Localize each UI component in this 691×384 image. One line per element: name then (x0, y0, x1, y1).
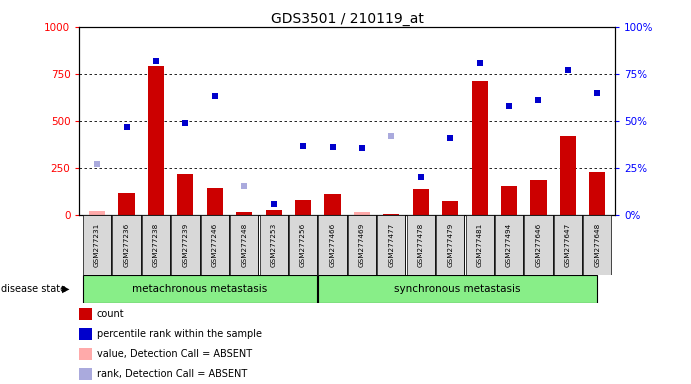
Text: GSM277256: GSM277256 (300, 223, 306, 267)
Bar (113, 215, 141, 275)
Bar (354, 212, 370, 215)
Text: GSM277494: GSM277494 (506, 223, 512, 267)
Bar (413, 189, 429, 215)
Bar (148, 66, 164, 215)
Bar (295, 200, 311, 215)
Text: rank, Detection Call = ABSENT: rank, Detection Call = ABSENT (97, 369, 247, 379)
Title: GDS3501 / 210119_at: GDS3501 / 210119_at (271, 12, 424, 26)
Text: metachronous metastasis: metachronous metastasis (133, 284, 267, 294)
Text: GSM277248: GSM277248 (241, 223, 247, 267)
Text: GSM277481: GSM277481 (477, 223, 482, 267)
Bar (83, 215, 111, 275)
Bar (553, 215, 582, 275)
Bar (348, 215, 376, 275)
Text: GSM277478: GSM277478 (418, 223, 424, 267)
Bar (260, 215, 287, 275)
Bar (407, 215, 435, 275)
Bar (442, 201, 458, 215)
Bar (200, 215, 229, 275)
Bar (236, 212, 252, 215)
Bar (560, 136, 576, 215)
Bar (589, 172, 605, 215)
Text: synchronous metastasis: synchronous metastasis (395, 284, 521, 294)
Bar (471, 81, 488, 215)
Bar (89, 211, 105, 215)
Bar (265, 210, 282, 215)
Bar (207, 188, 223, 215)
Text: GSM277479: GSM277479 (447, 223, 453, 267)
Text: GSM277469: GSM277469 (359, 223, 365, 267)
Bar (118, 194, 135, 215)
Text: GSM277477: GSM277477 (388, 223, 395, 267)
Text: ▶: ▶ (61, 284, 69, 294)
Text: count: count (97, 309, 124, 319)
Text: GSM277246: GSM277246 (212, 223, 218, 267)
Bar (583, 215, 612, 275)
Bar (142, 215, 170, 275)
Bar (501, 186, 517, 215)
Text: percentile rank within the sample: percentile rank within the sample (97, 329, 262, 339)
Text: GSM277238: GSM277238 (153, 223, 159, 267)
Text: GSM277236: GSM277236 (124, 223, 129, 267)
Bar (83, 275, 317, 303)
Bar (289, 215, 317, 275)
Bar (230, 215, 258, 275)
Bar (319, 275, 597, 303)
Bar (531, 180, 547, 215)
Bar (524, 215, 553, 275)
Bar (495, 215, 523, 275)
Text: disease state: disease state (1, 284, 66, 294)
Text: GSM277648: GSM277648 (594, 223, 600, 267)
Bar (466, 215, 494, 275)
Bar (178, 174, 193, 215)
Text: GSM277253: GSM277253 (271, 223, 276, 267)
Text: value, Detection Call = ABSENT: value, Detection Call = ABSENT (97, 349, 252, 359)
Text: GSM277646: GSM277646 (536, 223, 542, 267)
Text: GSM277239: GSM277239 (182, 223, 189, 267)
Bar (319, 215, 347, 275)
Bar (377, 215, 406, 275)
Bar (436, 215, 464, 275)
Text: GSM277466: GSM277466 (330, 223, 336, 267)
Text: GSM277231: GSM277231 (94, 223, 100, 267)
Bar (324, 194, 341, 215)
Bar (384, 214, 399, 215)
Text: GSM277647: GSM277647 (565, 223, 571, 267)
Bar (171, 215, 200, 275)
